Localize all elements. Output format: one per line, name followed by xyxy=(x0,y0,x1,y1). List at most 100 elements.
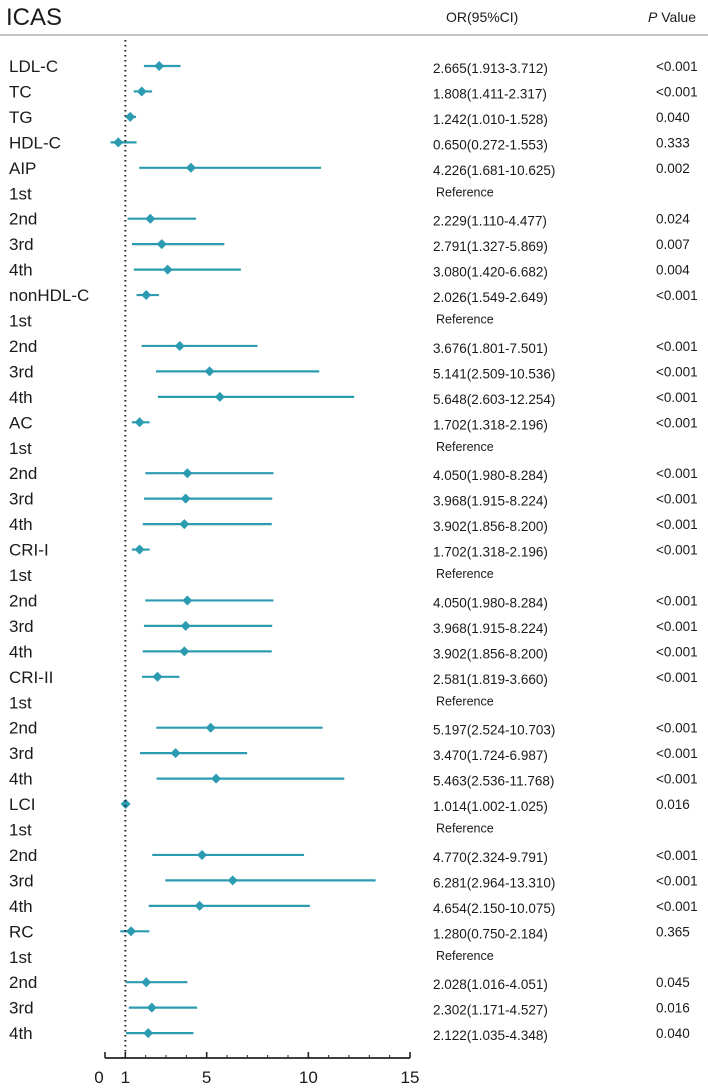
or-point-marker xyxy=(134,417,145,428)
forest-row: 4th 3.080(1.420-6.682) 0.004 xyxy=(9,261,690,280)
or-ci-text: 5.463(2.536-11.768) xyxy=(433,774,554,789)
or-point-marker xyxy=(154,61,165,71)
or-point-marker xyxy=(162,264,173,275)
forest-row: AC 1.702(1.318-2.196) <0.001 xyxy=(9,413,698,432)
forest-row: LDL-C 2.665(1.913-3.712) <0.001 xyxy=(9,57,698,76)
forest-row: 2nd 5.197(2.524-10.703) <0.001 xyxy=(9,719,698,738)
row-label: 1st xyxy=(9,312,32,331)
x-tick-label: 15 xyxy=(401,1068,420,1087)
or-point-marker xyxy=(205,722,216,733)
forest-row: LCI 1.014(1.002-1.025) 0.016 xyxy=(9,795,690,814)
or-point-marker xyxy=(134,544,145,555)
row-label: 2nd xyxy=(9,210,37,229)
forest-row: 1st Reference xyxy=(9,439,494,458)
or-point-marker xyxy=(180,620,191,631)
or-ci-text: 3.080(1.420-6.682) xyxy=(433,265,548,280)
row-label: 1st xyxy=(9,693,32,712)
row-label: 4th xyxy=(9,388,33,407)
forest-row: 4th 3.902(1.856-8.200) <0.001 xyxy=(9,515,698,534)
forest-row: 4th 3.902(1.856-8.200) <0.001 xyxy=(9,642,698,661)
p-value-text: <0.001 xyxy=(656,339,698,354)
or-ci-text: 5.648(2.603-12.254) xyxy=(433,392,555,407)
p-value-text: 0.007 xyxy=(656,237,690,252)
forest-row: HDL-C 0.650(0.272-1.553) 0.333 xyxy=(9,133,690,152)
or-ci-text: 3.968(1.915-8.224) xyxy=(433,494,548,509)
or-point-marker xyxy=(214,391,225,402)
or-point-marker xyxy=(174,340,185,351)
row-label: 2nd xyxy=(9,846,37,865)
or-point-marker xyxy=(182,595,193,606)
p-value-text: <0.001 xyxy=(656,492,698,507)
row-label: 2nd xyxy=(9,591,37,610)
or-point-marker xyxy=(194,900,205,911)
row-label: 3rd xyxy=(9,617,34,636)
forest-row: 1st Reference xyxy=(9,948,494,967)
or-point-marker xyxy=(179,646,190,657)
p-value-text: 0.016 xyxy=(656,797,690,812)
forest-row: 3rd 3.968(1.915-8.224) <0.001 xyxy=(9,617,698,636)
or-point-marker xyxy=(143,1028,154,1039)
or-ci-text: 2.302(1.171-4.527) xyxy=(433,1003,548,1018)
row-label: 4th xyxy=(9,261,33,280)
forest-row: 1st Reference xyxy=(9,184,494,203)
or-ci-text: 2.581(1.819-3.660) xyxy=(433,672,548,687)
forest-row: 1st Reference xyxy=(9,312,494,331)
p-value-text: <0.001 xyxy=(656,517,698,532)
or-ci-text: 0.650(0.272-1.553) xyxy=(433,137,548,152)
forest-row: 3rd 3.968(1.915-8.224) <0.001 xyxy=(9,490,698,509)
forest-row: 4th 4.654(2.150-10.075) <0.001 xyxy=(9,897,698,916)
x-axis: 0 1 5 10 15 xyxy=(94,40,419,1087)
or-ci-text: 3.902(1.856-8.200) xyxy=(433,646,548,661)
row-label: CRI-I xyxy=(9,541,49,560)
row-label: RC xyxy=(9,922,34,941)
or-ci-text: 2.229(1.110-4.477) xyxy=(433,214,547,229)
reference-text: Reference xyxy=(436,567,494,581)
or-point-marker xyxy=(126,926,137,937)
or-point-marker xyxy=(196,849,207,860)
forest-row: 3rd 6.281(2.964-13.310) <0.001 xyxy=(9,871,698,890)
p-value-text: <0.001 xyxy=(656,415,698,430)
or-ci-text: 1.242(1.010-1.528) xyxy=(433,112,548,127)
or-ci-text: 1.014(1.002-1.025) xyxy=(433,799,548,814)
or-point-marker xyxy=(170,748,181,759)
p-value-text: 0.040 xyxy=(656,110,690,125)
or-point-marker xyxy=(227,875,238,886)
p-value-text: <0.001 xyxy=(656,772,698,787)
p-value-header-suffix: Value xyxy=(657,9,696,25)
or-point-marker xyxy=(182,468,193,479)
forest-row: 4th 5.648(2.603-12.254) <0.001 xyxy=(9,388,698,407)
or-point-marker xyxy=(180,493,191,504)
reference-text: Reference xyxy=(436,313,494,327)
or-ci-text: 4.050(1.980-8.284) xyxy=(433,468,548,483)
x-tick-label: 1 xyxy=(121,1068,130,1087)
row-label: 3rd xyxy=(9,871,34,890)
p-value-text: <0.001 xyxy=(656,543,698,558)
p-value-text: <0.001 xyxy=(656,746,698,761)
row-label: 4th xyxy=(9,770,33,789)
row-label: TC xyxy=(9,82,32,101)
or-ci-text: 3.902(1.856-8.200) xyxy=(433,519,548,534)
or-point-marker xyxy=(152,671,163,682)
reference-text: Reference xyxy=(436,694,494,708)
reference-text: Reference xyxy=(436,949,494,963)
or-ci-text: 4.770(2.324-9.791) xyxy=(433,850,548,865)
row-label: 1st xyxy=(9,948,32,967)
row-label: LDL-C xyxy=(9,57,58,76)
row-label: CRI-II xyxy=(9,668,53,687)
chart-title: ICAS xyxy=(6,4,62,31)
reference-text: Reference xyxy=(436,440,494,454)
row-label: 2nd xyxy=(9,719,37,738)
forest-row: 3rd 2.302(1.171-4.527) 0.016 xyxy=(9,999,690,1018)
forest-row: TG 1.242(1.010-1.528) 0.040 xyxy=(9,108,690,127)
or-ci-text: 4.226(1.681-10.625) xyxy=(433,163,555,178)
row-label: 4th xyxy=(9,897,33,916)
p-value-text: <0.001 xyxy=(656,288,698,303)
or-point-marker xyxy=(113,137,124,148)
p-value-text: <0.001 xyxy=(656,848,698,863)
forest-row: 3rd 5.141(2.509-10.536) <0.001 xyxy=(9,362,698,381)
or-ci-text: 4.654(2.150-10.075) xyxy=(433,901,555,916)
forest-row: 2nd 2.229(1.110-4.477) 0.024 xyxy=(9,210,690,229)
p-value-text: <0.001 xyxy=(656,721,698,736)
or-ci-text: 2.122(1.035-4.348) xyxy=(433,1028,548,1043)
